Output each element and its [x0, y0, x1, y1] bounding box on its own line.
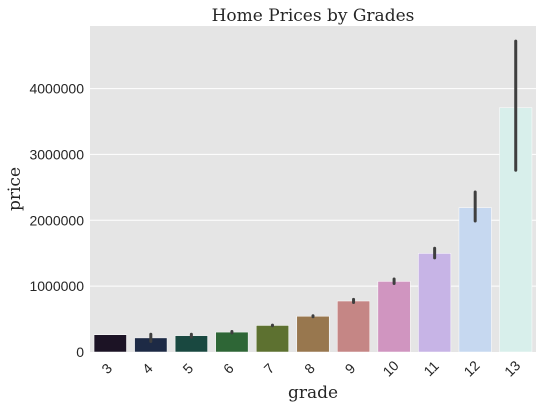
bar — [93, 334, 127, 353]
bar — [418, 253, 452, 353]
x-ticks: 3 4 5 6 7 8 9 10 11 12 13 — [98, 357, 523, 379]
y-tick-label: 2000000 — [29, 212, 84, 228]
x-tick-label: 3 — [98, 360, 115, 377]
bar — [296, 315, 330, 353]
x-tick-label: 12 — [460, 357, 482, 379]
bar — [255, 325, 289, 353]
error-bars — [149, 39, 518, 343]
x-tick-label: 11 — [420, 358, 442, 380]
x-tick-label: 8 — [301, 360, 318, 377]
chart-title: Home Prices by Grades — [212, 6, 415, 26]
x-tick-label: 10 — [379, 357, 401, 379]
x-tick-label: 5 — [179, 360, 196, 377]
bar — [215, 331, 249, 353]
y-tick-label: 0 — [76, 344, 84, 360]
x-tick-label: 9 — [342, 360, 359, 377]
x-tick-label: 7 — [261, 360, 278, 377]
bar — [458, 207, 492, 353]
y-ticks: 0 1000000 2000000 3000000 4000000 — [29, 81, 84, 360]
y-tick-label: 4000000 — [29, 81, 84, 97]
x-axis-label: grade — [288, 383, 338, 403]
bar — [377, 281, 411, 353]
y-tick-label: 3000000 — [29, 146, 84, 162]
y-axis-label: price — [5, 167, 25, 211]
bar — [337, 300, 371, 353]
x-tick-label: 13 — [501, 357, 523, 379]
x-tick-label: 4 — [139, 360, 156, 377]
y-tick-label: 1000000 — [29, 278, 84, 294]
x-tick-label: 6 — [220, 360, 237, 377]
bars — [93, 107, 533, 353]
